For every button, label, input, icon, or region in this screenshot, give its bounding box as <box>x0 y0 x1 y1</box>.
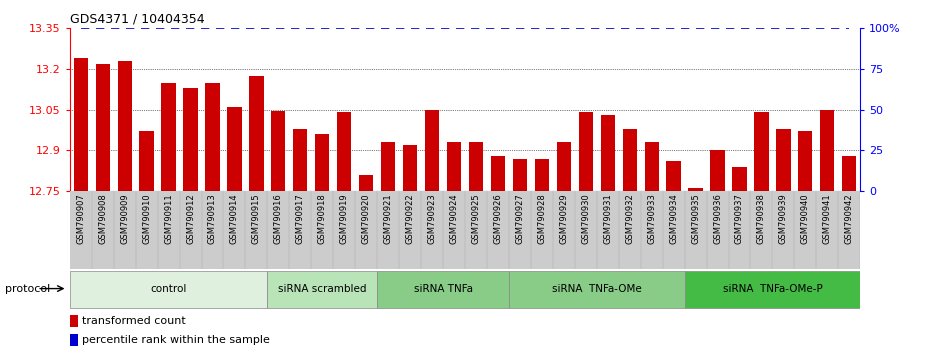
Bar <box>688 188 703 191</box>
Text: GSM790929: GSM790929 <box>559 194 568 244</box>
Bar <box>249 76 263 191</box>
Text: GSM790923: GSM790923 <box>428 194 436 244</box>
Bar <box>378 271 509 308</box>
Bar <box>622 129 637 191</box>
Text: GSM790908: GSM790908 <box>99 194 107 244</box>
Text: siRNA  TNFa-OMe: siRNA TNFa-OMe <box>551 284 642 293</box>
Bar <box>535 159 549 191</box>
Text: GSM790911: GSM790911 <box>164 194 173 244</box>
Bar <box>820 110 834 191</box>
Bar <box>140 131 153 191</box>
Text: GSM790907: GSM790907 <box>76 194 86 244</box>
Bar <box>381 142 395 191</box>
Text: GSM790941: GSM790941 <box>823 194 831 244</box>
Text: GSM790928: GSM790928 <box>538 194 546 244</box>
Bar <box>644 142 658 191</box>
Bar <box>684 271 860 308</box>
Bar <box>70 334 78 346</box>
Bar <box>70 315 78 327</box>
Text: GSM790930: GSM790930 <box>581 194 591 244</box>
Bar <box>711 150 724 191</box>
Text: GSM790925: GSM790925 <box>472 194 481 244</box>
Text: percentile rank within the sample: percentile rank within the sample <box>83 335 271 345</box>
Bar <box>491 156 505 191</box>
Bar <box>578 113 593 191</box>
Bar <box>601 115 615 191</box>
Text: GSM790919: GSM790919 <box>339 194 349 244</box>
Text: GSM790926: GSM790926 <box>494 194 502 244</box>
Text: GSM790918: GSM790918 <box>318 194 326 244</box>
Text: GSM790916: GSM790916 <box>273 194 283 244</box>
Bar <box>73 58 87 191</box>
Bar <box>425 110 439 191</box>
Text: GSM790935: GSM790935 <box>691 194 700 244</box>
Text: GSM790920: GSM790920 <box>362 194 371 244</box>
Text: GSM790933: GSM790933 <box>647 194 657 244</box>
Text: siRNA TNFa: siRNA TNFa <box>414 284 472 293</box>
Bar <box>117 61 132 191</box>
Text: siRNA scrambled: siRNA scrambled <box>278 284 366 293</box>
Bar <box>293 129 308 191</box>
Text: GSM790938: GSM790938 <box>757 194 766 244</box>
Bar <box>96 64 110 191</box>
Bar <box>754 113 768 191</box>
Text: GSM790931: GSM790931 <box>604 194 612 244</box>
Bar <box>777 129 790 191</box>
Bar <box>843 156 857 191</box>
Bar <box>509 271 684 308</box>
Text: GSM790915: GSM790915 <box>252 194 261 244</box>
Bar <box>359 175 373 191</box>
Text: transformed count: transformed count <box>83 316 186 326</box>
Text: GSM790940: GSM790940 <box>801 194 810 244</box>
Text: GSM790922: GSM790922 <box>405 194 415 244</box>
Bar <box>227 107 242 191</box>
Bar <box>469 142 483 191</box>
Text: GSM790913: GSM790913 <box>208 194 217 244</box>
Bar <box>798 131 813 191</box>
Text: GSM790914: GSM790914 <box>230 194 239 244</box>
Text: GSM790939: GSM790939 <box>779 194 788 244</box>
Text: protocol: protocol <box>5 284 50 295</box>
Text: GSM790936: GSM790936 <box>713 194 722 244</box>
Text: GSM790921: GSM790921 <box>384 194 392 244</box>
Bar <box>557 142 571 191</box>
Bar <box>512 159 527 191</box>
Text: GSM790942: GSM790942 <box>844 194 854 244</box>
Bar <box>70 271 267 308</box>
Text: GSM790932: GSM790932 <box>625 194 634 244</box>
Bar <box>315 134 329 191</box>
Text: control: control <box>151 284 187 293</box>
Text: GSM790934: GSM790934 <box>669 194 678 244</box>
Bar <box>206 82 219 191</box>
Bar <box>403 145 418 191</box>
Text: GDS4371 / 10404354: GDS4371 / 10404354 <box>70 12 205 25</box>
Text: GSM790924: GSM790924 <box>449 194 458 244</box>
Bar <box>162 82 176 191</box>
Text: GSM790912: GSM790912 <box>186 194 195 244</box>
Text: GSM790927: GSM790927 <box>515 194 525 244</box>
Bar <box>667 161 681 191</box>
Bar <box>337 113 352 191</box>
Text: siRNA  TNFa-OMe-P: siRNA TNFa-OMe-P <box>723 284 822 293</box>
Bar <box>183 88 198 191</box>
Bar <box>447 142 461 191</box>
Text: GSM790910: GSM790910 <box>142 194 151 244</box>
Bar <box>732 167 747 191</box>
Text: GSM790909: GSM790909 <box>120 194 129 244</box>
Bar <box>267 271 378 308</box>
Text: GSM790917: GSM790917 <box>296 194 305 244</box>
Text: GSM790937: GSM790937 <box>735 194 744 244</box>
Bar <box>272 111 286 191</box>
